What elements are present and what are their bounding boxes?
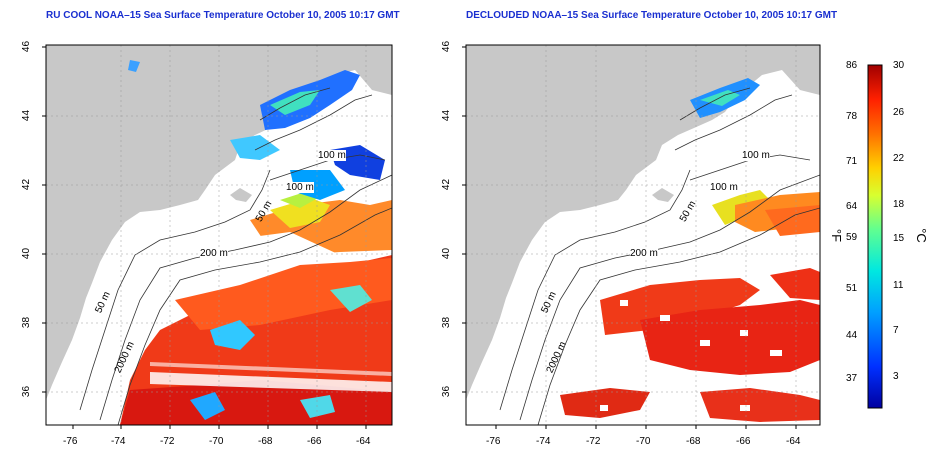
left-land-nova (320, 45, 392, 80)
colorbar-f-label: 64 (846, 201, 858, 212)
left-lat-tick: 46 (21, 40, 33, 53)
left-contour-label-2: 100 m (286, 182, 314, 193)
left-land-cape (230, 188, 252, 202)
colorbar-f-label: 37 (846, 373, 858, 384)
left-lat-tick: 38 (21, 316, 33, 329)
left-contour-50m (79, 169, 271, 411)
left-lon-tick: -68 (258, 436, 273, 447)
right-map-title: DECLOUDED NOAA–15 Sea Surface Temperatur… (466, 10, 838, 21)
right-lon-tick: -64 (786, 436, 801, 447)
right-map-frame (465, 44, 821, 426)
right-lon-tick: -74 (536, 436, 551, 447)
colorbar-unit-f: °F (829, 228, 845, 243)
colorbar (867, 64, 883, 409)
right-contour-2000m (537, 207, 820, 425)
left-lat-tick: 44 (21, 109, 33, 122)
right-contour-label-1: 100 m (742, 150, 770, 161)
colorbar-c-label: 22 (893, 153, 905, 164)
colorbar-f-label: 44 (846, 330, 858, 341)
left-contour-label-1: 100 m (318, 150, 346, 161)
left-lon-tick: -64 (356, 436, 371, 447)
right-lon-tick: -72 (586, 436, 601, 447)
colorbar-c-label: 15 (893, 233, 905, 244)
left-land (46, 45, 392, 400)
left-lon-tick: -76 (63, 436, 78, 447)
right-contour-label-2: 100 m (710, 182, 738, 193)
colorbar-f-label: 78 (846, 111, 858, 122)
left-map (46, 45, 392, 425)
left-lat-tick: 42 (21, 178, 33, 191)
right-lon-tick: -66 (736, 436, 751, 447)
right-lat-tick: 36 (441, 385, 453, 398)
left-lon-tick: -72 (160, 436, 175, 447)
right-lon-tick: -70 (636, 436, 651, 447)
right-sst-warm (600, 278, 760, 335)
left-contour-2000m (117, 207, 392, 425)
left-lon-tick: -74 (111, 436, 126, 447)
left-lat-tick: 36 (21, 385, 33, 398)
colorbar-f-label: 59 (846, 232, 858, 243)
right-lat-tick: 46 (441, 40, 453, 53)
left-lon-tick: -66 (307, 436, 322, 447)
tick-marks (42, 46, 797, 429)
right-contour-label-4: 200 m (630, 248, 658, 259)
colorbar-c-label: 11 (893, 280, 904, 291)
right-lon-tick: -76 (486, 436, 501, 447)
left-contour-label-4: 200 m (200, 248, 228, 259)
colorbar-c-label: 30 (893, 60, 905, 71)
right-map (466, 45, 820, 425)
right-lat-tick: 40 (441, 247, 453, 260)
right-lat-tick: 38 (441, 316, 453, 329)
colorbar-c-label: 18 (893, 199, 905, 210)
colorbar-f-label: 51 (846, 283, 858, 294)
colorbar-f-label: 71 (846, 156, 858, 167)
colorbar-c-label: 7 (893, 325, 899, 336)
colorbar-unit-c: °C (913, 228, 929, 243)
right-lat-tick: 44 (441, 109, 453, 122)
left-lat-tick: 40 (21, 247, 33, 260)
right-lat-tick: 42 (441, 178, 453, 191)
right-land (466, 45, 820, 400)
colorbar-c-label: 3 (893, 371, 899, 382)
colorbar-f-label: 86 (846, 60, 858, 71)
left-map-title: RU COOL NOAA–15 Sea Surface Temperature … (46, 10, 400, 21)
colorbar-c-label: 26 (893, 107, 905, 118)
left-lon-tick: -70 (209, 436, 224, 447)
right-lon-tick: -68 (686, 436, 701, 447)
right-contour-50m (499, 169, 691, 411)
